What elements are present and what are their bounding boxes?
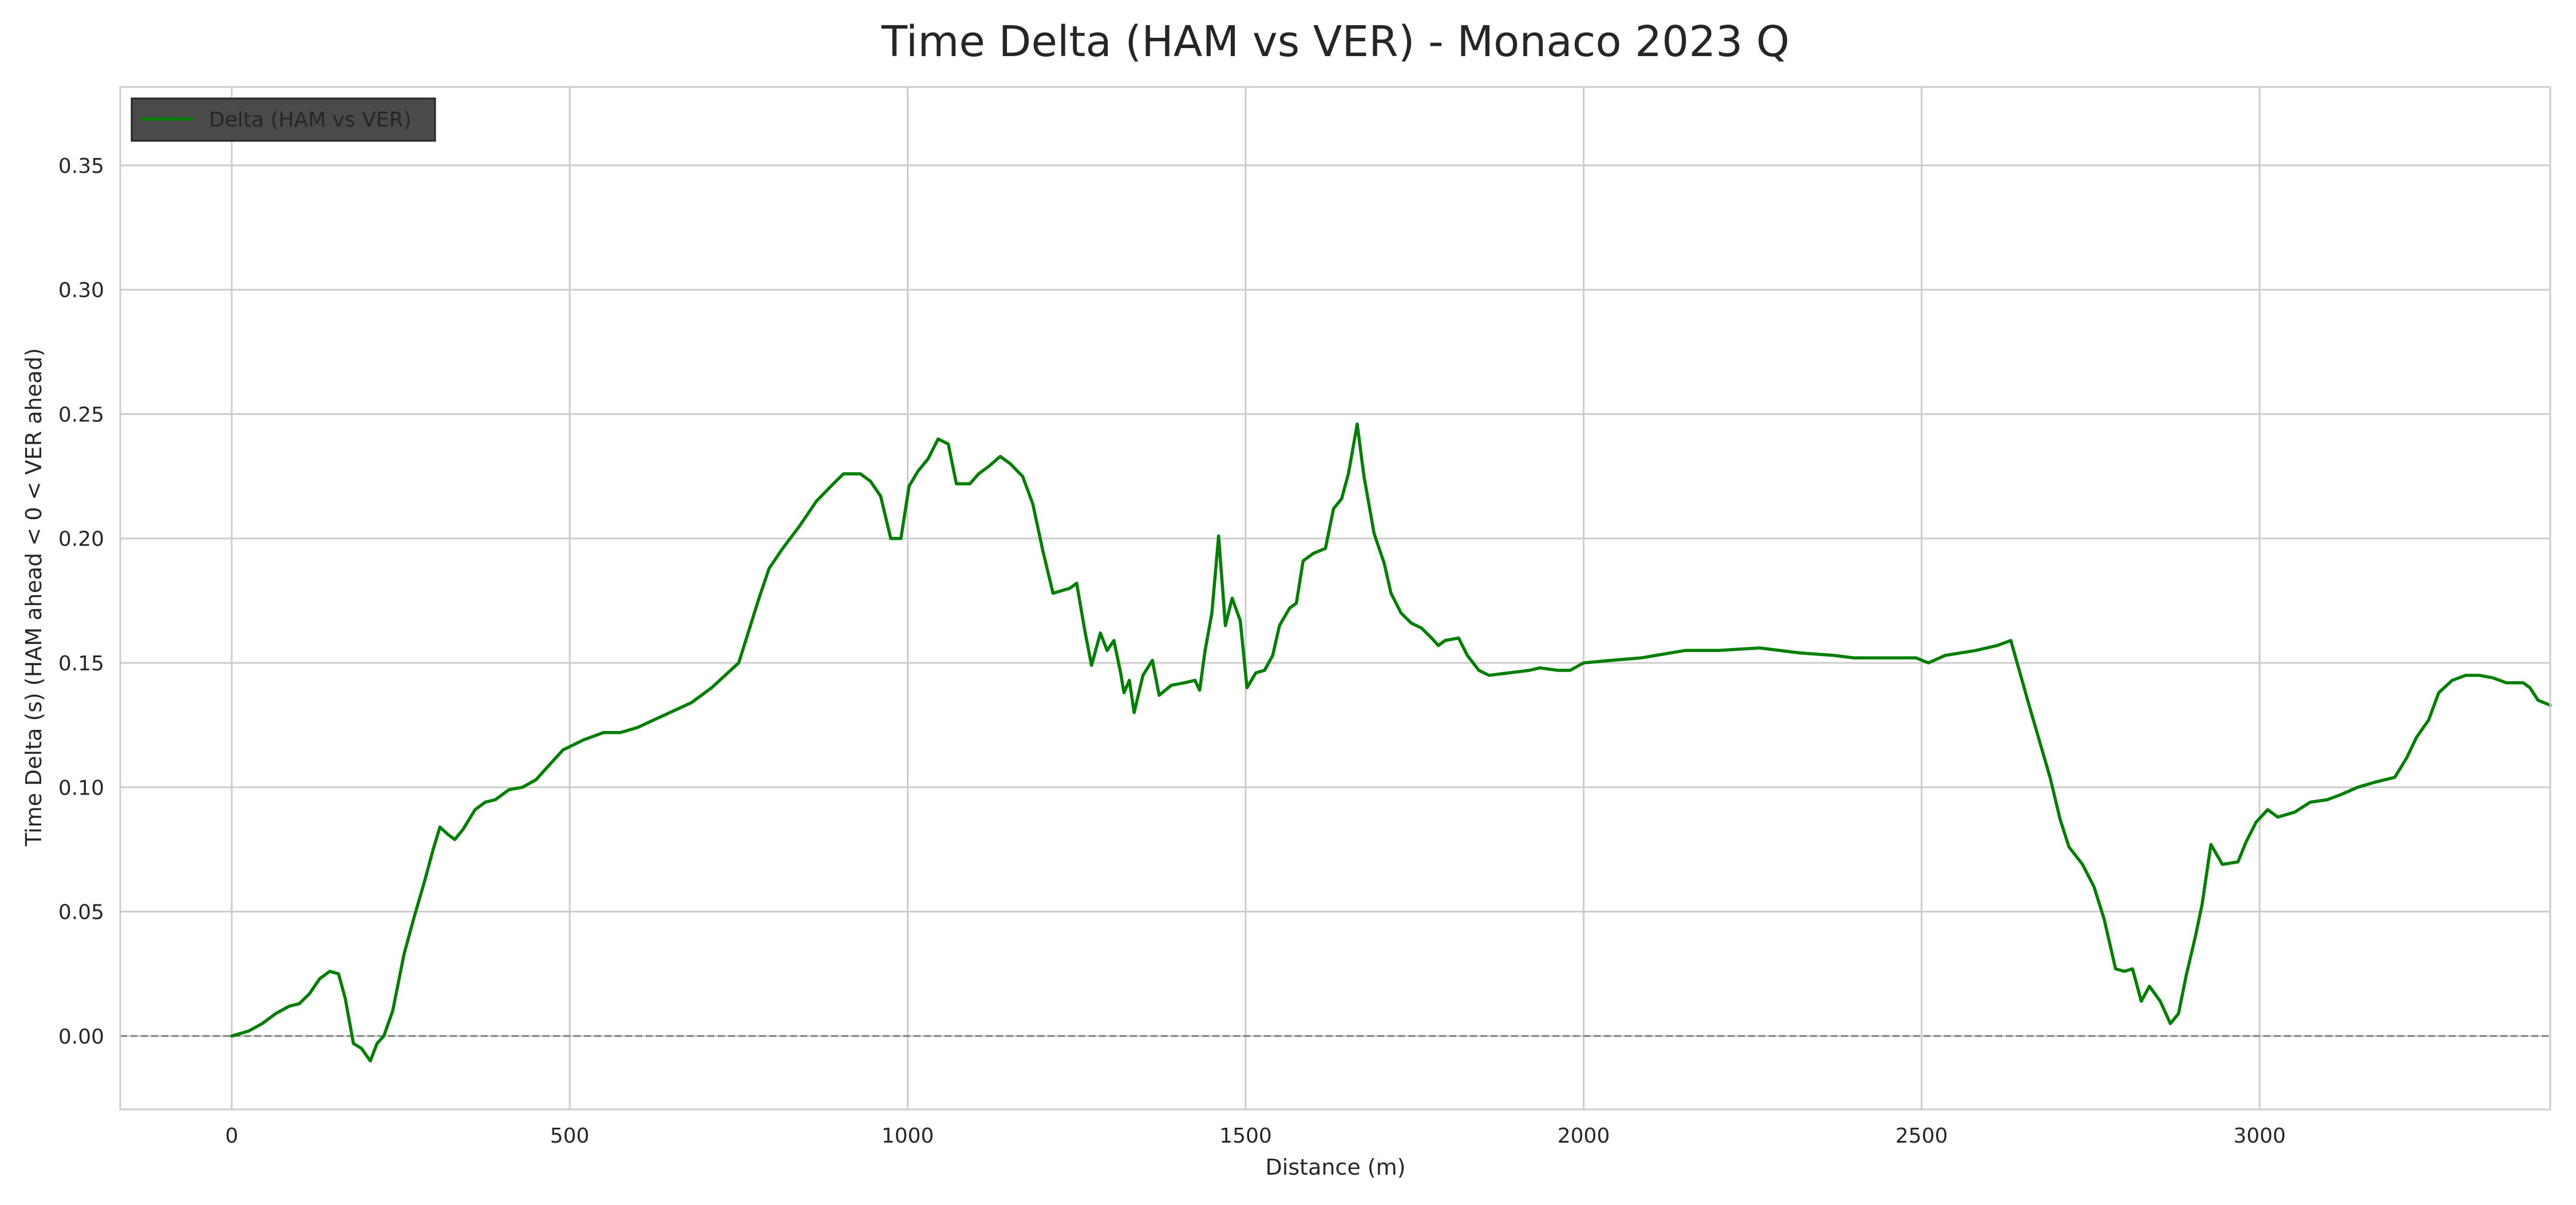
y-tick-label: 0.30 xyxy=(58,279,104,302)
x-tick-label: 2000 xyxy=(1558,1124,1610,1148)
series-layer xyxy=(230,422,2552,1063)
x-tick-label: 500 xyxy=(550,1124,590,1148)
x-axis-ticks: 0 500 1000 1500 2000 2500 3000 xyxy=(225,1124,2286,1148)
legend-box xyxy=(131,97,436,142)
y-axis-label: Time Delta (s) (HAM ahead < 0 < VER ahea… xyxy=(21,348,46,847)
x-tick-label: 2500 xyxy=(1895,1124,1948,1148)
y-tick-label: 0.00 xyxy=(58,1025,104,1049)
y-tick-label: 0.10 xyxy=(58,776,104,800)
x-tick-label: 0 xyxy=(225,1124,238,1148)
legend-entry-label: Delta (HAM vs VER) xyxy=(209,108,412,132)
legend: Delta (HAM vs VER) xyxy=(131,97,436,142)
x-tick-label: 3000 xyxy=(2233,1124,2286,1148)
series-line xyxy=(230,422,2552,1063)
grid-lines xyxy=(120,87,2550,1109)
plot-frame xyxy=(119,86,2551,1111)
y-tick-label: 0.05 xyxy=(58,901,104,925)
x-axis-label: Distance (m) xyxy=(1266,1155,1406,1180)
y-axis-ticks: 0.00 0.05 0.10 0.15 0.20 0.25 0.30 0.35 xyxy=(58,155,104,1049)
y-tick-label: 0.15 xyxy=(58,652,104,675)
y-tick-label: 0.20 xyxy=(58,528,104,551)
x-tick-label: 1500 xyxy=(1219,1124,1272,1148)
x-tick-label: 1000 xyxy=(882,1124,934,1148)
y-tick-label: 0.25 xyxy=(58,403,104,426)
y-tick-label: 0.35 xyxy=(58,155,104,178)
chart-title: Time Delta (HAM vs VER) - Monaco 2023 Q xyxy=(881,17,1789,66)
